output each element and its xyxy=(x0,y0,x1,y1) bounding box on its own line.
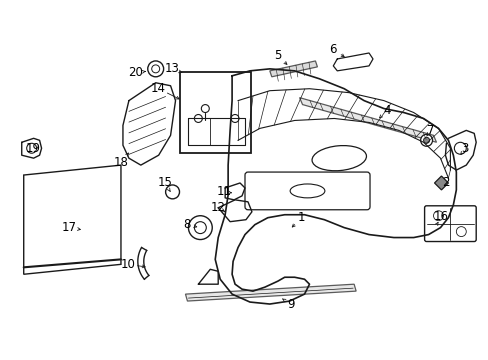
Text: 4: 4 xyxy=(383,104,390,117)
Text: 15: 15 xyxy=(157,176,172,189)
Text: 3: 3 xyxy=(461,142,468,155)
Polygon shape xyxy=(434,176,447,190)
FancyBboxPatch shape xyxy=(179,72,250,153)
Circle shape xyxy=(194,114,202,122)
Circle shape xyxy=(433,211,443,221)
Polygon shape xyxy=(185,284,355,301)
Text: 11: 11 xyxy=(216,185,231,198)
Text: 9: 9 xyxy=(286,297,294,311)
Circle shape xyxy=(455,227,466,237)
Circle shape xyxy=(453,142,466,154)
Polygon shape xyxy=(269,61,317,77)
Circle shape xyxy=(27,143,37,153)
Circle shape xyxy=(201,105,209,113)
Circle shape xyxy=(188,216,212,239)
Text: 6: 6 xyxy=(329,42,336,55)
Text: 2: 2 xyxy=(441,176,448,189)
Circle shape xyxy=(147,61,163,77)
Text: 18: 18 xyxy=(113,156,128,168)
FancyBboxPatch shape xyxy=(424,206,475,242)
Ellipse shape xyxy=(311,145,366,171)
Text: 17: 17 xyxy=(62,221,77,234)
Text: 12: 12 xyxy=(210,201,225,214)
Text: 8: 8 xyxy=(183,218,190,231)
Text: 1: 1 xyxy=(297,211,305,224)
Text: 16: 16 xyxy=(433,210,448,223)
Text: 14: 14 xyxy=(151,82,166,95)
Text: 20: 20 xyxy=(128,66,143,79)
Text: 19: 19 xyxy=(26,142,41,155)
Circle shape xyxy=(165,185,179,199)
Circle shape xyxy=(420,134,432,146)
Circle shape xyxy=(231,114,239,122)
Polygon shape xyxy=(299,98,436,142)
FancyBboxPatch shape xyxy=(244,172,369,210)
Text: 10: 10 xyxy=(120,258,135,271)
Circle shape xyxy=(194,222,206,234)
Text: 5: 5 xyxy=(273,49,281,63)
Circle shape xyxy=(423,137,428,143)
Text: 7: 7 xyxy=(426,124,433,137)
Text: 13: 13 xyxy=(165,62,180,75)
Ellipse shape xyxy=(289,184,324,198)
Polygon shape xyxy=(24,165,121,274)
